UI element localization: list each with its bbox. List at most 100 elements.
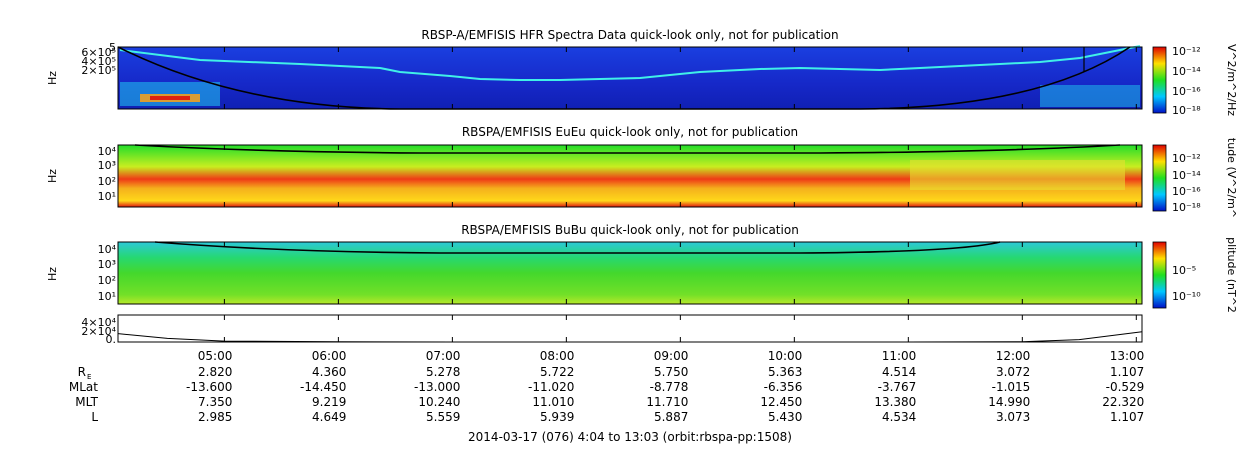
bubu-spectrogram-panel: 10⁴ 10³ 10² 10¹ Hz [46,241,1143,305]
ephemeris-value: 5.750 [654,365,688,379]
ephemeris-value: -11.020 [528,380,574,394]
ephemeris-value: 11.010 [532,395,574,409]
hfr-colorbar: 10⁻¹² 10⁻¹⁴ 10⁻¹⁶ 10⁻¹⁸ V^2/m^2/Hz [1152,44,1238,117]
ephemeris-value: 5.722 [540,365,574,379]
hfr-top-tick: 5 [109,41,116,54]
hfr-ytick: 2×10⁵ [81,64,116,77]
eueu-colorbar-label: tude (V^2/m^ [1225,138,1238,218]
eueu-ytick: 10⁴ [98,145,117,158]
bubu-ytick: 10¹ [98,290,116,303]
ephemeris-value: 3.073 [996,410,1030,424]
ephemeris-value: 2.985 [198,410,232,424]
ephemeris-value: -14.450 [300,380,346,394]
hfr-spectrogram-panel: 5 6×10⁵ 4×10⁵ 2×10⁵ Hz [46,41,1143,110]
bubu-colorbar-tick: 10⁻¹⁰ [1172,290,1201,303]
bubu-boundary-curve [154,241,1001,254]
eueu-colorbar: 10⁻¹² 10⁻¹⁴ 10⁻¹⁶ 10⁻¹⁸ tude (V^2/m^ [1152,138,1238,218]
bubu-ytick: 10³ [98,258,116,271]
ephemeris-value: 7.350 [198,395,232,409]
ephemeris-value: 4.514 [882,365,916,379]
hfr-colorbar-tick: 10⁻¹⁶ [1172,85,1201,98]
bubu-ytick: 10⁴ [98,243,117,256]
hfr-colorbar-tick: 10⁻¹² [1172,45,1201,58]
ephemeris-value: -1.015 [992,380,1031,394]
ephemeris-value: -8.778 [650,380,689,394]
line-ytick: 4×10⁴ [81,316,116,329]
ephemeris-value: 22.320 [1102,395,1144,409]
ephemeris-value: 2.820 [198,365,232,379]
ephemeris-value: -0.529 [1106,380,1145,394]
ephemeris-value: -13.600 [186,380,232,394]
ephemeris-row-label-subscript: E [87,373,91,381]
ephemeris-value: -13.000 [414,380,460,394]
hfr-colorbar-tick: 10⁻¹⁴ [1172,65,1201,78]
bubu-ylabel: Hz [46,267,59,281]
ephemeris-row-label: MLT [75,395,98,409]
eueu-frame [117,144,1143,208]
bubu-spectrogram-image [118,242,1142,304]
ephemeris-value: 1.107 [1110,410,1144,424]
hfr-ytick: 6×10⁵ [81,46,116,59]
ephemeris-row-label: MLat [69,380,98,394]
eueu-spectrogram-panel: 10⁴ 10³ 10² 10¹ Hz [46,144,1143,208]
time-axis-label: 06:00 [312,349,347,363]
hfr-colorbar-label: V^2/m^2/Hz [1225,44,1238,116]
ephemeris-table: 05:00 06:00 07:00 08:00 09:00 10:00 11:00 12:00… [69,349,1144,424]
ephemeris-value: 10.240 [418,395,460,409]
hfr-ytick: 4×10⁵ [81,55,116,68]
hfr-emission-line [119,45,1141,81]
bubu-colorbar-label: plitude (nT^2 [1225,237,1238,313]
eueu-colorbar-tick: 10⁻¹⁴ [1172,169,1201,182]
ephemeris-value: 12.450 [760,395,802,409]
line-panel-frame [117,314,1143,343]
eueu-ylabel: Hz [46,169,59,183]
eueu-ytick: 10¹ [98,190,116,203]
time-tick-layer [223,47,1137,342]
ephemeris-value: 4.534 [882,410,916,424]
ephemeris-row-label: L [91,410,98,424]
ephemeris-value: 4.649 [312,410,346,424]
ephemeris-value: 5.887 [654,410,688,424]
hfr-colorbar-tick: 10⁻¹⁸ [1172,104,1201,117]
bubu-ytick: 10² [98,274,116,287]
eueu-colorbar-tick: 10⁻¹⁸ [1172,201,1201,214]
time-axis-label: 12:00 [996,349,1031,363]
panel2-title: RBSPA/EMFISIS EuEu quick-look only, not … [462,125,798,139]
hfr-hot-core-left [150,96,190,100]
time-axis-label: 13:00 [1110,349,1145,363]
eueu-ytick: 10³ [98,159,116,172]
ephemeris-value: 11.710 [646,395,688,409]
time-axis-label: 11:00 [882,349,917,363]
ephemeris-value: 4.360 [312,365,346,379]
line-ytick: 2×10⁴ [81,325,116,338]
ephemeris-value: 9.219 [312,395,346,409]
eueu-boundary-curve [134,144,1121,154]
time-axis-label: 05:00 [198,349,233,363]
bubu-colorbar: 10⁻⁵ 10⁻¹⁰ plitude (nT^2 [1152,237,1238,313]
eueu-ytick: 10² [98,175,116,188]
eueu-colorbar-gradient [1152,144,1167,212]
ephemeris-value: 14.990 [988,395,1030,409]
ephemeris-value: 5.939 [540,410,574,424]
bubu-colorbar-tick: 10⁻⁵ [1172,264,1196,277]
panel1-title: RBSP-A/EMFISIS HFR Spectra Data quick-lo… [421,28,838,42]
ephemeris-value: 5.559 [426,410,460,424]
hfr-ylabel: Hz [46,71,59,85]
eueu-green-edge-right [910,160,1125,190]
bubu-frame [117,241,1143,305]
time-axis-label: 10:00 [768,349,803,363]
ephemeris-value: 3.072 [996,365,1030,379]
line-panel: 4×10⁴ 2×10⁴ 0. [81,314,1143,346]
line-series [117,331,1143,343]
hfr-frame [117,46,1143,110]
ephemeris-value: 13.380 [874,395,916,409]
hfr-colorbar-gradient [1152,46,1167,114]
panel3-title: RBSPA/EMFISIS BuBu quick-look only, not … [461,223,799,237]
line-ytick: 0. [106,333,117,346]
ephemeris-value: 5.430 [768,410,802,424]
time-axis-label: 07:00 [426,349,461,363]
time-axis-label: 08:00 [540,349,575,363]
ephemeris-value: 5.278 [426,365,460,379]
eueu-colorbar-tick: 10⁻¹² [1172,152,1201,165]
